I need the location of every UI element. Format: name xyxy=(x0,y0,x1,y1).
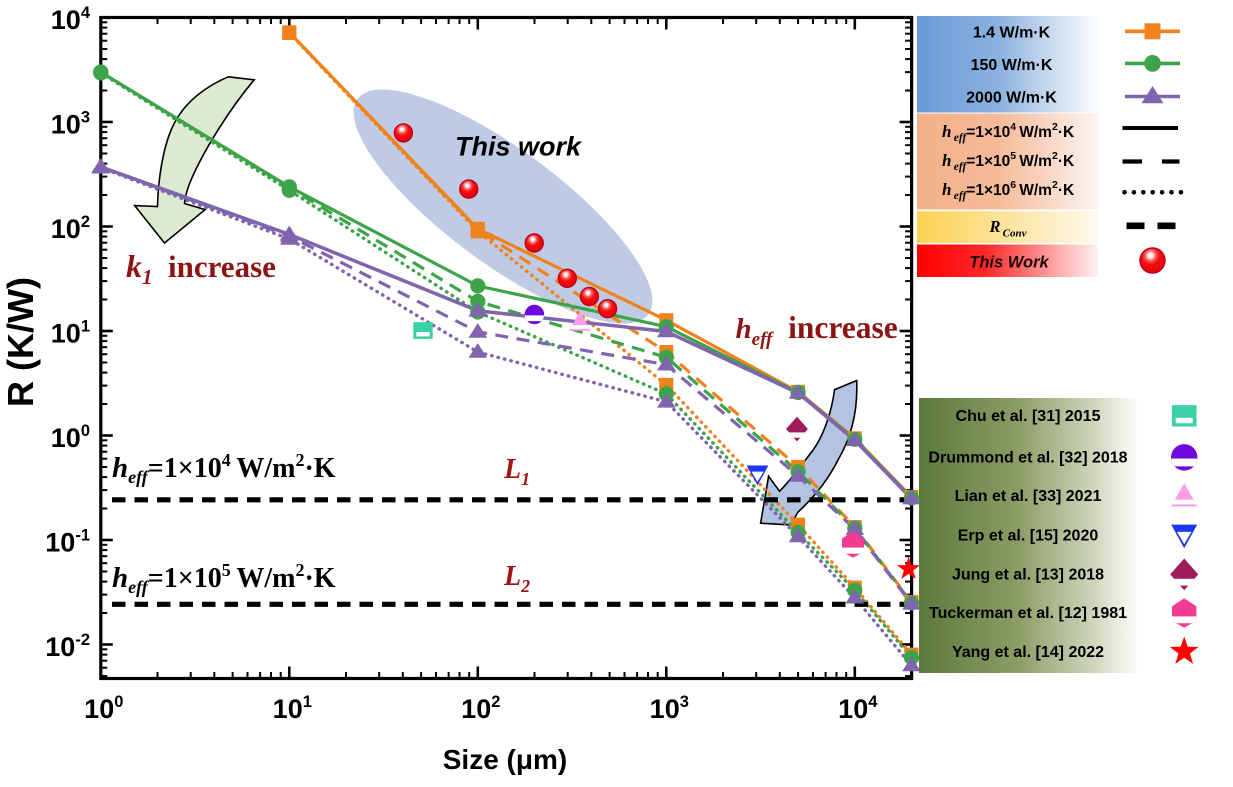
svg-text:heff=1×104 W/m2·K: heff=1×104 W/m2·K xyxy=(112,450,336,487)
svg-text:h eff=1×106 W/m2·K: h eff=1×106 W/m2·K xyxy=(942,179,1075,202)
svg-text:Chu et al. [31] 2015: Chu et al. [31] 2015 xyxy=(956,408,1101,425)
svg-text:R (K/W): R (K/W) xyxy=(0,277,41,407)
svg-text:Jung et al. [13] 2018: Jung et al. [13] 2018 xyxy=(952,567,1104,584)
svg-text:1.4 W/m·K: 1.4 W/m·K xyxy=(973,25,1051,42)
svg-text:This work: This work xyxy=(455,132,583,162)
svg-text:Erp et al. [15] 2020: Erp et al. [15] 2020 xyxy=(958,528,1099,545)
svg-text:Drummond et al. [32] 2018: Drummond et al. [32] 2018 xyxy=(928,450,1127,467)
svg-text:L1: L1 xyxy=(503,454,530,489)
svg-text:Yang et al. [14] 2022: Yang et al. [14] 2022 xyxy=(952,644,1104,661)
svg-text:k1 increase: k1 increase xyxy=(126,248,276,289)
svg-text:Tuckerman et al. [12] 1981: Tuckerman et al. [12] 1981 xyxy=(929,605,1127,622)
svg-text:h eff=1×104 W/m2·K: h eff=1×104 W/m2·K xyxy=(942,121,1075,144)
svg-text:heff=1×105 W/m2·K: heff=1×105 W/m2·K xyxy=(112,560,336,597)
svg-text:R Conv: R Conv xyxy=(988,217,1026,240)
svg-text:This Work: This Work xyxy=(969,254,1049,272)
svg-text:Lian et al. [33] 2021: Lian et al. [33] 2021 xyxy=(955,488,1102,505)
svg-text:heff increase: heff increase xyxy=(736,310,898,350)
svg-text:150 W/m·K: 150 W/m·K xyxy=(971,57,1053,74)
svg-text:10-2: 10-2 xyxy=(45,631,90,662)
svg-text:h eff=1×105 W/m2·K: h eff=1×105 W/m2·K xyxy=(942,150,1075,173)
svg-text:Size (μm): Size (μm) xyxy=(443,744,567,775)
svg-text:2000 W/m·K: 2000 W/m·K xyxy=(966,90,1057,107)
svg-text:L2: L2 xyxy=(503,561,530,596)
